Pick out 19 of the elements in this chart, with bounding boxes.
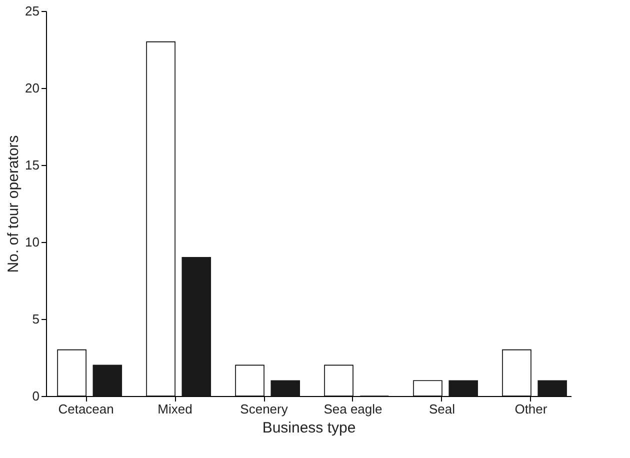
- y-tick-label: 15: [25, 158, 40, 172]
- y-tick-label: 0: [32, 388, 40, 404]
- y-axis-title: No. of tour operators: [5, 135, 22, 273]
- bar: [182, 257, 212, 396]
- x-tick-label: Seal: [428, 402, 456, 416]
- x-tick-label: Other: [514, 402, 548, 416]
- y-tick-label: 5: [32, 312, 40, 326]
- y-tick-label: 20: [25, 80, 40, 96]
- bar: [270, 380, 300, 396]
- bar: [448, 380, 478, 396]
- y-tick-label: 10: [25, 234, 40, 250]
- bar: [92, 364, 122, 396]
- x-tick-label: Mixed: [158, 402, 192, 416]
- x-tick-label: Scenery: [240, 402, 288, 416]
- y-tick-label: 25: [25, 4, 40, 18]
- x-tick-label: Cetacean: [58, 402, 114, 416]
- x-axis-title: Business type: [262, 420, 356, 436]
- x-tick-label: Sea eagle: [324, 402, 382, 416]
- bar: [538, 380, 567, 396]
